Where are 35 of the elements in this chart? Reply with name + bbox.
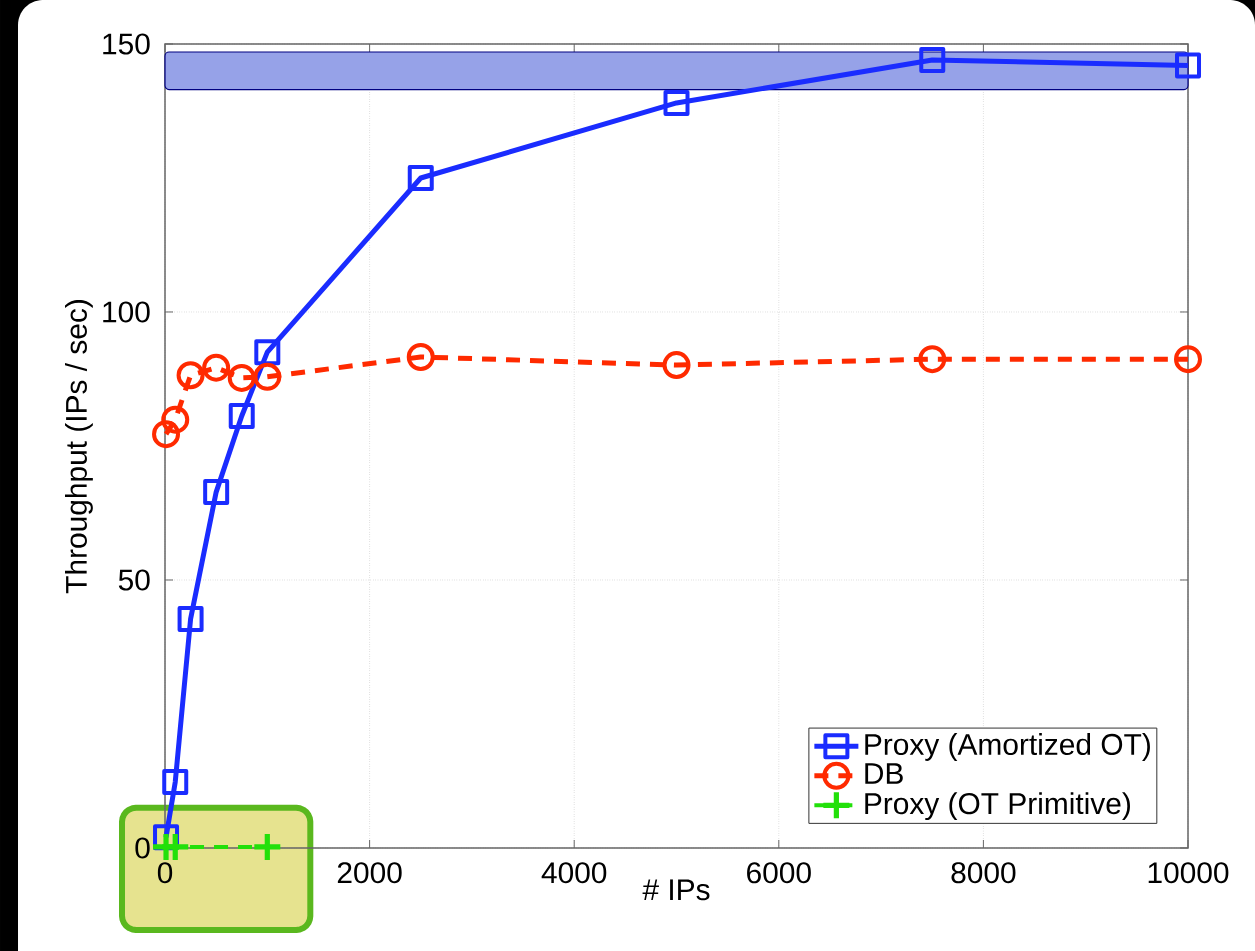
x-tick-label: 10000 (1148, 862, 1229, 884)
x-tick-label: 2000 (337, 862, 402, 884)
legend-label: DB (865, 763, 903, 784)
y-tick-label: 100 (103, 301, 150, 323)
x-tick-label: 0 (157, 862, 173, 884)
point (202, 353, 231, 382)
x-tick-label: 8000 (951, 862, 1016, 884)
point (406, 343, 435, 372)
y-tick-label: 50 (118, 569, 150, 591)
y-tick-label: 150 (103, 33, 150, 55)
point (161, 405, 190, 434)
point (152, 420, 181, 449)
point (177, 606, 204, 633)
point (407, 164, 434, 191)
point (228, 402, 255, 429)
point (162, 833, 189, 860)
point (919, 47, 946, 74)
point (662, 351, 691, 380)
legend-label: Proxy (Amortized OT) (865, 733, 1150, 761)
y-axis-title: Throughput (IPs / sec) (65, 300, 93, 594)
point (203, 479, 230, 506)
point (663, 89, 690, 116)
point (1175, 52, 1202, 79)
point (253, 362, 282, 391)
legend-label: Proxy (OT Primitive) (865, 792, 1130, 821)
x-tick-label: 6000 (747, 862, 811, 884)
point (176, 361, 205, 390)
point (1174, 345, 1203, 374)
point (254, 833, 281, 860)
y-tick-label: 0 (135, 837, 150, 859)
point (227, 363, 256, 392)
point (162, 769, 189, 796)
x-tick-label: 4000 (541, 862, 607, 884)
x-axis-title: # IPs (642, 879, 710, 901)
point (918, 345, 947, 374)
